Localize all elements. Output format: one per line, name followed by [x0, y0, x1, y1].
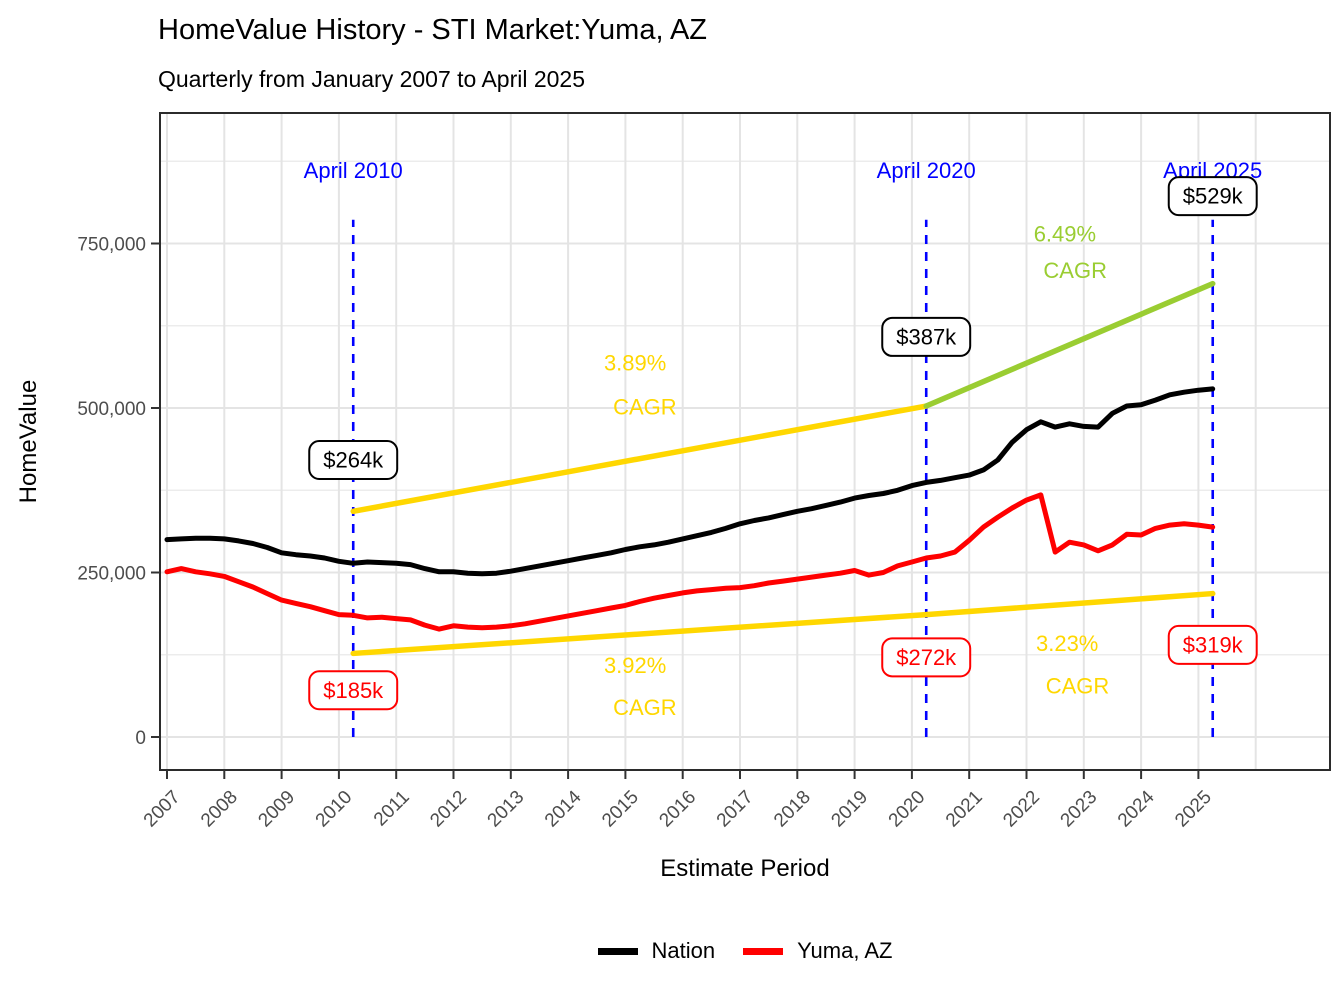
legend-item-yuma-az: Yuma, AZ [743, 938, 892, 964]
x-tick-label: 2014 [541, 786, 586, 831]
x-tick-label: 2020 [885, 787, 930, 832]
value-callout: $529k [1167, 176, 1258, 217]
axis-ticks [151, 242, 1200, 779]
value-callout: $185k [308, 670, 399, 711]
cagr-label: CAGR [613, 695, 677, 720]
x-tick-label: 2022 [999, 787, 1044, 832]
x-tick-label: 2011 [370, 787, 414, 831]
value-callout-text: $272k [896, 645, 957, 670]
value-callout-box [881, 637, 972, 678]
market-trend-2020-2025 [923, 590, 1216, 618]
value-callout-box [308, 670, 399, 711]
legend-swatch-nation [597, 947, 638, 955]
x-tick-label: 2024 [1114, 786, 1159, 831]
x-tick-label: 2015 [598, 787, 643, 832]
cagr-label: CAGR [1046, 673, 1110, 698]
value-callout-text: $264k [323, 447, 384, 472]
x-tick-label: 2018 [770, 787, 815, 832]
x-tick-label: 2017 [713, 787, 758, 832]
nation-trend-2010-2020 [350, 403, 929, 515]
value-callout-text: $185k [323, 678, 384, 703]
cagr-labels: 3.89% CAGR 6.49% CAGR 3.92% CAGR 3.23% CAGR [604, 221, 1109, 720]
y-tick-label: 750,000 [77, 235, 146, 256]
x-tick-label: 2009 [254, 787, 299, 832]
series-line-yuma-az [164, 492, 1216, 632]
cagr-label: CAGR [1043, 258, 1107, 283]
y-tick-label: 250,000 [77, 564, 146, 585]
cagr-label: 3.23% [1036, 631, 1098, 656]
x-tick-label: 2025 [1171, 787, 1216, 832]
x-tick-label: 2013 [484, 787, 529, 832]
value-callout-box [881, 316, 972, 357]
value-callout-text: $319k [1183, 632, 1244, 657]
value-callout: $387k [881, 316, 972, 357]
value-callout: $264k [308, 439, 399, 480]
value-callout-box [1167, 176, 1258, 217]
x-tick-label: 2016 [655, 787, 700, 832]
value-callout: $319k [1167, 624, 1258, 665]
cagr-label: 6.49% [1034, 221, 1096, 246]
cagr-label: CAGR [613, 394, 677, 419]
value-callouts: $264k $185k $387k $272k $529k $319k [308, 176, 1258, 711]
market-trend-2010-2020 [350, 611, 929, 657]
x-axis-title: Estimate Period [660, 855, 829, 882]
value-callout-text: $529k [1183, 184, 1244, 209]
panel-border [159, 112, 1331, 771]
event-date-label: April 2020 [877, 158, 976, 183]
x-tick-label: 2008 [197, 787, 242, 832]
x-tick-label: 2023 [1057, 787, 1102, 832]
chart-title: HomeValue History - STI Market:Yuma, AZ [158, 14, 708, 46]
cagr-label: 3.92% [604, 653, 666, 678]
trend-lines [350, 280, 1216, 657]
x-tick-label: 2019 [827, 787, 872, 832]
x-tick-label: 2007 [140, 787, 185, 832]
x-tick-label: 2010 [312, 787, 357, 832]
chart-legend: Nation Yuma, AZ [0, 938, 1344, 964]
value-callout-box [1167, 624, 1258, 665]
gridlines [160, 113, 1330, 770]
cagr-label: 3.89% [604, 350, 666, 375]
y-tick-label: 0 [135, 728, 146, 749]
event-date-label: April 2010 [304, 158, 403, 183]
legend-label-nation: Nation [651, 938, 716, 963]
value-callout: $272k [881, 637, 972, 678]
value-callout-text: $387k [896, 324, 957, 349]
data-series [164, 386, 1216, 632]
chart-subtitle: Quarterly from January 2007 to April 202… [158, 66, 586, 92]
legend-item-nation: Nation [597, 938, 716, 964]
value-callout-box [308, 439, 399, 480]
legend-swatch-yuma-az [743, 947, 784, 955]
x-tick-label: 2021 [942, 787, 987, 832]
nation-trend-2020-2025 [923, 280, 1216, 409]
y-tick-label: 500,000 [77, 399, 146, 420]
x-tick-label: 2012 [426, 787, 471, 832]
series-line-nation [164, 386, 1216, 577]
y-tick-labels: 0 250,000 500,000 750,000 [77, 235, 146, 750]
y-axis-title: HomeValue [15, 380, 42, 504]
legend-label-yuma-az: Yuma, AZ [797, 938, 893, 963]
x-tick-labels: 2007 2008 2009 2010 2011 2012 2013 2014 2015 2016… [140, 786, 1216, 831]
